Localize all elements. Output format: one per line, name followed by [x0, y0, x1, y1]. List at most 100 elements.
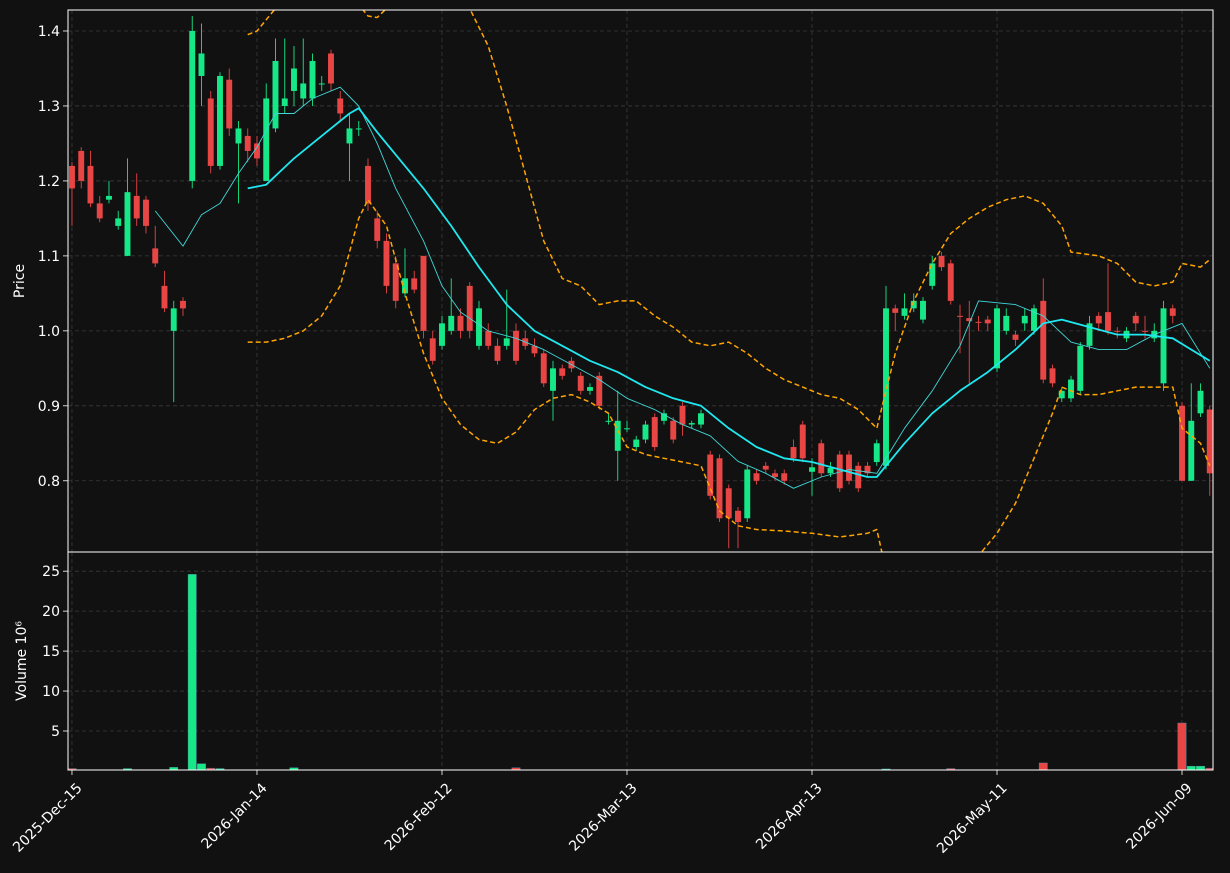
candle-body — [439, 323, 445, 346]
candle-body — [799, 424, 806, 459]
volume-bar — [187, 574, 197, 770]
candle-body — [383, 240, 390, 286]
candle-body — [624, 428, 630, 430]
candle-body — [420, 255, 427, 331]
candle-body — [346, 128, 353, 144]
candle-body — [143, 199, 149, 226]
volume-bar — [1186, 765, 1196, 770]
volume-bar — [946, 768, 956, 770]
candle-body — [753, 473, 760, 481]
volume-bar — [68, 768, 77, 770]
y-tick-label: 1.0 — [38, 324, 60, 340]
overlay-lines — [154, 10, 1211, 552]
volume-bar — [1038, 762, 1048, 770]
candle-body — [947, 263, 954, 301]
candle-body — [254, 143, 260, 159]
candle-body — [605, 420, 612, 422]
candle-body — [966, 318, 973, 322]
candle-body — [716, 458, 723, 519]
candle-body — [291, 68, 297, 91]
candle-body — [457, 315, 464, 331]
candle-body — [466, 285, 473, 331]
volume-tick-label: 15 — [42, 644, 60, 660]
y-tick-label: 1.4 — [38, 24, 60, 40]
candle-body — [392, 263, 399, 301]
candle-body — [846, 454, 852, 481]
candle-body — [827, 468, 834, 474]
candle-body — [180, 300, 186, 309]
candle-body — [984, 319, 991, 324]
candle-body — [494, 345, 501, 361]
candle-body — [679, 405, 686, 425]
volume-bar — [1177, 722, 1187, 770]
volume-tick-label: 25 — [42, 564, 60, 580]
y-tick-label: 1.1 — [38, 249, 60, 265]
candle-body — [106, 195, 112, 200]
band-line — [247, 10, 1211, 430]
candle-body — [836, 454, 843, 489]
candle-body — [1068, 379, 1074, 399]
candle-body — [87, 165, 94, 204]
candle-body — [133, 195, 140, 219]
candle-body — [910, 300, 917, 309]
candle-body — [596, 375, 603, 406]
candle-body — [485, 330, 492, 346]
candle-body — [818, 443, 825, 474]
candle-body — [762, 465, 769, 470]
candle-body — [170, 308, 177, 331]
candle-body — [855, 465, 862, 489]
candle-body — [1077, 345, 1084, 391]
candle-body — [642, 424, 649, 440]
candle-body — [1086, 323, 1093, 346]
candle-body — [355, 128, 362, 130]
candle-body — [411, 278, 418, 290]
candle-body — [263, 98, 270, 181]
candle-body — [1114, 330, 1121, 332]
volume-bar — [1196, 765, 1205, 770]
candle-body — [1031, 308, 1037, 331]
candle-body — [975, 321, 982, 323]
candle-body — [78, 150, 85, 181]
candle-body — [772, 473, 778, 478]
candle-body — [429, 338, 436, 361]
volume-frame — [67, 551, 1214, 771]
candle-body — [1003, 315, 1010, 331]
candle-body — [1049, 368, 1056, 384]
candle-body — [540, 353, 547, 384]
candle-body — [883, 308, 889, 466]
candle-body — [365, 165, 371, 204]
volume-tick-label: 20 — [42, 604, 60, 620]
candle-body — [513, 330, 519, 361]
candle-body — [96, 203, 103, 219]
candle-body — [198, 53, 205, 76]
candle-body — [744, 469, 751, 519]
volume-bar — [169, 767, 179, 770]
candle-body — [1197, 390, 1204, 414]
candle-body — [957, 315, 963, 317]
volume-bar — [215, 768, 225, 770]
candle-body — [873, 443, 880, 463]
candle-body — [559, 368, 566, 376]
candle-body — [1142, 330, 1148, 332]
volume-axis-label: Volume 10⁶ — [14, 621, 30, 701]
candle-body — [688, 423, 695, 425]
candle-body — [901, 308, 908, 316]
candle-body — [651, 417, 658, 448]
candle-body — [790, 447, 797, 459]
candle-body — [152, 248, 159, 264]
moving-average-line — [247, 107, 1211, 478]
candle-body — [938, 255, 945, 268]
candle-body — [577, 375, 584, 391]
candle-body — [115, 218, 122, 226]
candle-body — [929, 263, 936, 286]
volume-bar — [206, 767, 216, 770]
moving-average-line — [154, 86, 1211, 489]
candle-body — [809, 467, 815, 472]
candle-body — [448, 315, 455, 331]
candle-body — [1188, 420, 1195, 481]
candle-body — [994, 308, 1000, 369]
candle-body — [550, 368, 556, 391]
candle-body — [864, 465, 871, 474]
